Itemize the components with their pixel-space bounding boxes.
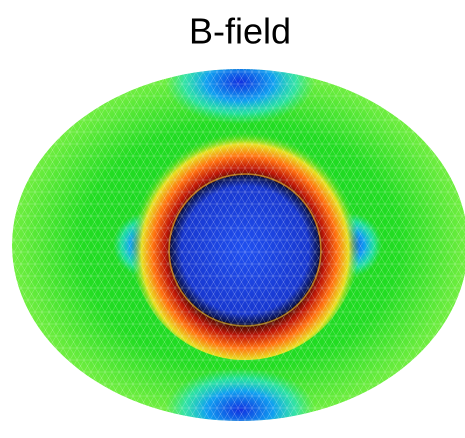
title: B-field — [189, 11, 291, 52]
field-map — [12, 69, 465, 421]
